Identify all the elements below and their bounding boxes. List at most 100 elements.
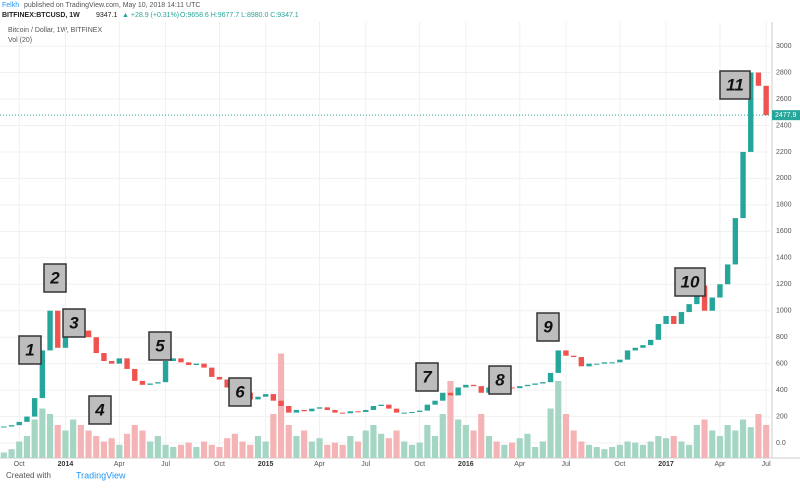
- volume-bar: [562, 414, 570, 458]
- annotation-box: [674, 267, 706, 297]
- candle: [432, 400, 438, 405]
- last-price-box: [772, 110, 800, 121]
- x-tick-label: Oct: [414, 461, 425, 468]
- x-tick-label: 2014: [58, 461, 74, 468]
- candle: [555, 350, 561, 373]
- volume-bar: [655, 436, 662, 458]
- candle: [116, 358, 123, 364]
- candle: [424, 404, 431, 411]
- volume-bar: [539, 441, 546, 458]
- volume-bar: [447, 381, 454, 458]
- volume-bar: [716, 436, 724, 458]
- footer-brand[interactable]: TradingView: [76, 470, 126, 480]
- author[interactable]: Felkh: [2, 2, 19, 9]
- volume-bar: [739, 419, 747, 458]
- candle: [85, 330, 92, 338]
- volume-bar: [347, 436, 354, 458]
- x-tick-label: 2016: [458, 461, 474, 468]
- volume-bar: [508, 442, 516, 458]
- volume-bar: [755, 414, 762, 458]
- volume-bar: [177, 444, 185, 458]
- volume-bar: [763, 425, 770, 458]
- y-tick-label: 3000: [776, 43, 792, 50]
- candle: [185, 362, 192, 365]
- x-tick-label: Oct: [14, 461, 25, 468]
- candle: [155, 382, 161, 384]
- candle: [755, 72, 762, 86]
- annotation-box: [43, 263, 67, 293]
- candle: [55, 310, 61, 348]
- volume-bar: [408, 444, 416, 458]
- volume-bar: [339, 444, 346, 458]
- chart-title: Bitcoin / Dollar, 1W, BITFINEX: [8, 27, 102, 34]
- y-tick-label: 2600: [776, 96, 792, 103]
- candle: [101, 353, 107, 362]
- candle: [409, 411, 415, 413]
- candle: [517, 386, 523, 389]
- volume-bar: [701, 419, 708, 458]
- volume-bar: [200, 441, 208, 458]
- candle: [509, 387, 515, 389]
- candle: [286, 405, 292, 413]
- y-tick-label: 2200: [776, 149, 792, 156]
- volume-bar: [616, 444, 623, 458]
- x-tick-label: Apr: [314, 461, 326, 468]
- candle: [547, 372, 554, 383]
- volume-bar: [385, 438, 392, 458]
- candle: [262, 394, 269, 397]
- candle: [31, 398, 38, 417]
- volume-bar: [678, 441, 685, 458]
- volume-bar: [154, 436, 161, 458]
- candle: [147, 383, 153, 385]
- candle: [124, 358, 130, 369]
- volume-bar: [16, 441, 23, 458]
- volume-label: Vol (20): [8, 37, 32, 44]
- annotation: 5: [155, 336, 165, 355]
- volume-bar: [316, 438, 323, 458]
- volume-bar: [455, 419, 462, 458]
- candle: [339, 412, 346, 414]
- volume-bar: [116, 444, 123, 458]
- candle: [594, 363, 600, 365]
- volume-bar: [62, 430, 69, 458]
- candle: [440, 392, 446, 401]
- last-price-label: 2477.9: [775, 112, 797, 119]
- annotation-box: [62, 308, 86, 338]
- annotation-box: [719, 70, 751, 100]
- annotation-box: [18, 335, 42, 365]
- volume-bar: [547, 408, 554, 458]
- candle: [370, 405, 377, 410]
- candle: [647, 339, 654, 346]
- volume-bar: [185, 442, 192, 458]
- volume-bar: [493, 441, 500, 458]
- candle: [455, 387, 461, 396]
- y-tick-label: 800: [776, 334, 788, 341]
- y-tick-label: 0.0: [776, 440, 786, 447]
- volume-bar: [709, 430, 716, 458]
- candle: [108, 361, 115, 364]
- volume-bar: [639, 444, 647, 458]
- candle: [201, 363, 207, 368]
- volume-bar: [93, 436, 100, 458]
- candle: [540, 382, 546, 384]
- volume-bar: [131, 425, 138, 458]
- annotation-box: [228, 377, 252, 407]
- volume-bar: [46, 414, 54, 458]
- y-tick-label: 600: [776, 360, 788, 367]
- candle: [763, 85, 769, 116]
- volume-bar: [624, 441, 631, 458]
- volume-bar: [301, 430, 308, 458]
- candle: [47, 310, 53, 351]
- candle: [378, 404, 384, 406]
- annotation: 11: [726, 75, 744, 94]
- volume-bar: [462, 425, 469, 458]
- candle: [16, 421, 22, 426]
- candle: [678, 312, 685, 324]
- x-tick-label: 2017: [658, 461, 674, 468]
- volume-bar: [216, 447, 223, 458]
- y-tick-label: 400: [776, 387, 788, 394]
- volume-bar: [593, 447, 600, 458]
- candle: [193, 363, 200, 365]
- y-tick-label: 2800: [776, 69, 792, 76]
- annotation: 3: [69, 313, 79, 332]
